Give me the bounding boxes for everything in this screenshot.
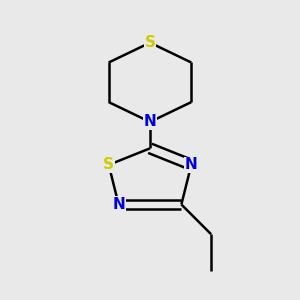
Text: N: N — [112, 197, 125, 212]
Text: S: S — [103, 158, 114, 172]
Text: S: S — [145, 35, 155, 50]
Text: N: N — [144, 114, 156, 129]
Text: N: N — [185, 158, 198, 172]
